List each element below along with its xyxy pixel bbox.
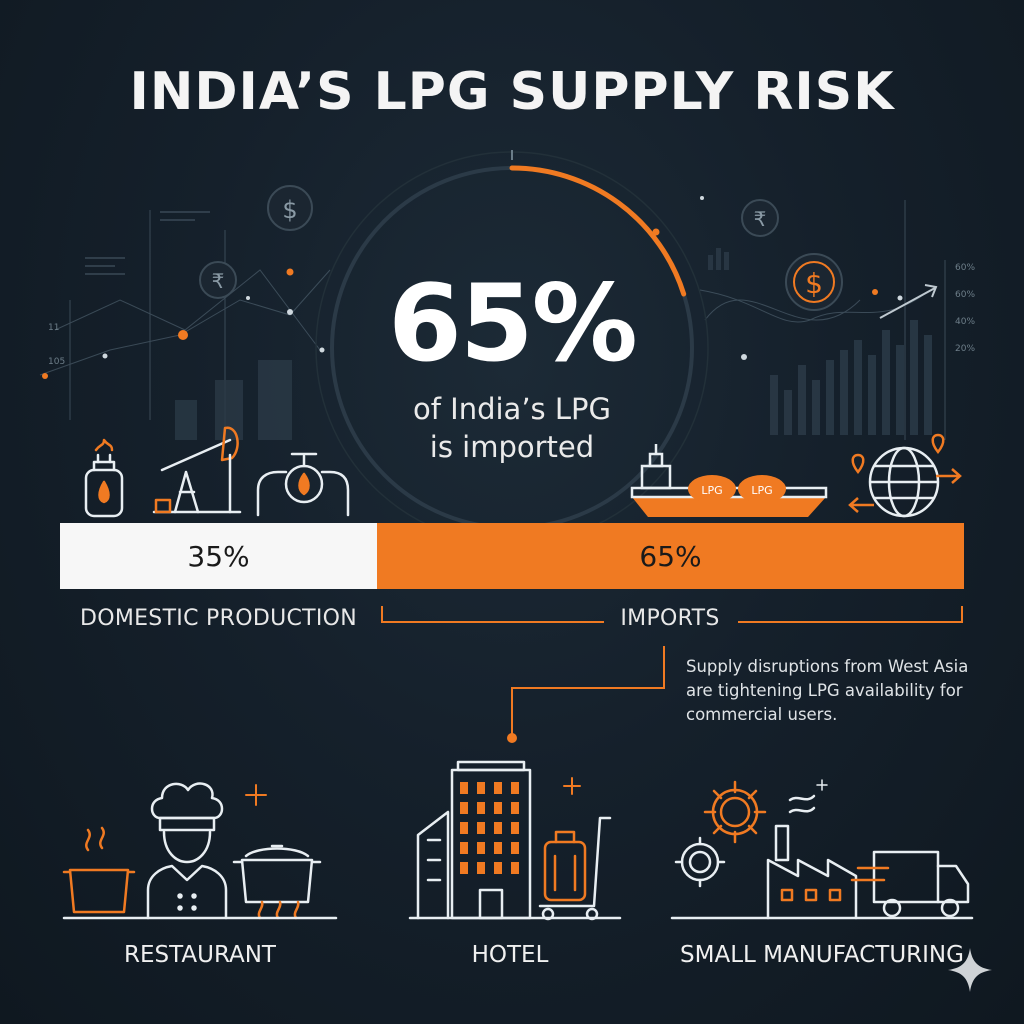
lpg-ship-icon: LPG LPG: [630, 444, 828, 517]
imports-share-bar: 65%: [377, 523, 964, 589]
gear-icon: [674, 836, 726, 888]
luggage-trolley-icon: [538, 816, 612, 921]
page-title: INDIA’S LPG SUPPLY RISK: [129, 62, 895, 122]
globe-trade-icon: [848, 433, 962, 518]
pipeline-valve-icon: [256, 452, 350, 517]
sector-label-restaurant: RESTAURANT: [124, 942, 276, 968]
axis-tick: 20%: [955, 344, 975, 354]
hotel-window: [477, 782, 485, 794]
domestic-share-bar: 35%: [60, 523, 377, 589]
axis-tick: 60%: [955, 290, 975, 300]
hotel-window: [460, 842, 468, 854]
svg-text:₹: ₹: [754, 207, 767, 231]
svg-text:$: $: [282, 196, 297, 224]
axis-tick: 60%: [955, 263, 975, 273]
hotel-window: [477, 802, 485, 814]
tank-label: LPG: [751, 484, 772, 497]
domestic-value: 35%: [187, 539, 250, 573]
gas-cylinder-icon: [84, 438, 124, 518]
rupee-badge-icon: ₹: [741, 199, 779, 237]
hotel-windows: [460, 782, 519, 874]
delivery-truck-icon: [850, 850, 970, 918]
hotel-window: [477, 822, 485, 834]
hotel-window: [494, 822, 502, 834]
supply-note: Supply disruptions from West Asia are ti…: [686, 657, 969, 724]
sparkle-icon: [563, 777, 581, 795]
sparkle-icon: [948, 948, 992, 992]
svg-text:₹: ₹: [212, 269, 225, 293]
hotel-window: [494, 802, 502, 814]
sector-label-hotel: HOTEL: [471, 942, 549, 968]
svg-text:$: $: [805, 267, 823, 300]
hotel-window: [511, 842, 519, 854]
dollar-badge-icon: $: [267, 185, 313, 231]
rupee-badge-icon: ₹: [199, 261, 237, 299]
factory-icon: [766, 794, 858, 920]
cooking-pot-icon: [232, 844, 322, 920]
hotel-window: [494, 782, 502, 794]
hotel-window: [511, 802, 519, 814]
hotel-window: [511, 782, 519, 794]
hotel-window: [494, 862, 502, 874]
hotel-window: [477, 842, 485, 854]
axis-tick: 40%: [955, 317, 975, 327]
sparkle-icon: [245, 784, 267, 806]
axis-tick: 11: [48, 323, 59, 333]
caption-line: is imported: [429, 430, 595, 464]
hotel-window: [460, 822, 468, 834]
sector-label-manufacturing: SMALL MANUFACTURING: [680, 942, 964, 968]
dollar-badge-icon: $: [785, 253, 843, 311]
cooking-pot-icon: [62, 826, 136, 914]
caption-line: of India’s LPG: [412, 392, 611, 426]
sparkle-icon: [816, 779, 828, 791]
hotel-window: [511, 822, 519, 834]
hotel-window: [460, 782, 468, 794]
headline-percentage: 65%: [388, 262, 638, 385]
domestic-label: DOMESTIC PRODUCTION: [79, 606, 358, 631]
imports-label: IMPORTS: [620, 606, 720, 631]
hotel-window: [460, 862, 468, 874]
imports-value: 65%: [639, 539, 702, 573]
oil-pump-icon: [152, 426, 242, 514]
tank-label: LPG: [701, 484, 722, 497]
headline-caption: of India’s LPG is imported: [362, 390, 662, 466]
chef-icon: [146, 782, 228, 920]
hotel-window: [511, 862, 519, 874]
axis-tick: 105: [48, 357, 65, 367]
hotel-window: [494, 842, 502, 854]
hotel-window: [460, 802, 468, 814]
gear-icon: [703, 780, 767, 844]
hotel-window: [477, 862, 485, 874]
gauge-progress-arc: [509, 165, 687, 297]
